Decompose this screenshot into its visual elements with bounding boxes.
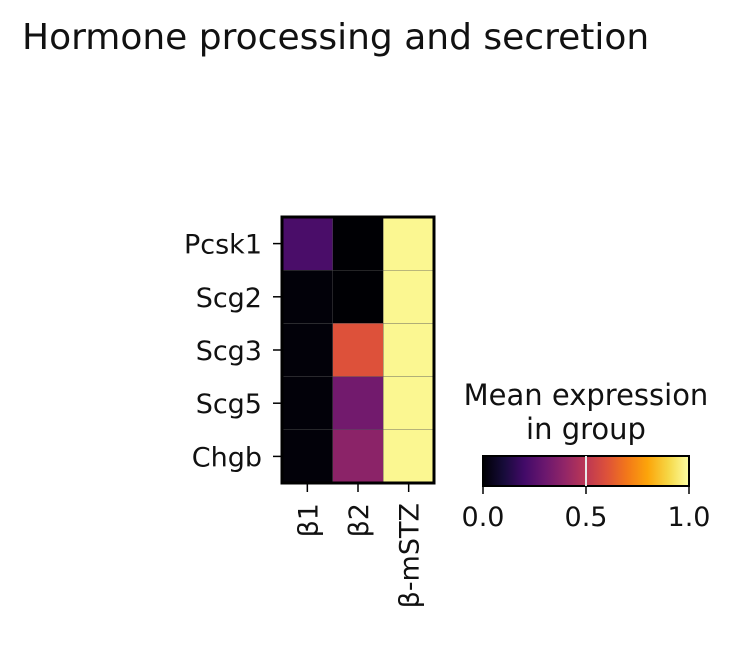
heatmap-cells	[281, 216, 435, 484]
x-tick-label-mstz: β-mSTZ	[395, 503, 426, 608]
heatmap-cell-scg5-2	[332, 376, 384, 430]
heatmap-cell-pcsk1-1	[281, 216, 333, 271]
x-tick-label-2: β2	[344, 503, 375, 537]
heatmap-cell-scg2-mstz	[383, 270, 435, 324]
x-tick-label-1: β1	[293, 503, 324, 537]
heatmap-cell-scg5-mstz	[383, 376, 435, 430]
colorbar-tick-label: 0.5	[565, 502, 608, 533]
heatmap-cell-chgb-1	[281, 429, 333, 484]
heatmap-cell-scg2-2	[332, 270, 384, 324]
colorbar-title-line1: Mean expression	[464, 378, 709, 412]
colorbar: Mean expression in group 0.0 0.5 1.0	[462, 378, 711, 533]
colorbar-title-line2: in group	[526, 412, 646, 446]
y-axis: Pcsk1 Scg2 Scg3 Scg5 Chgb	[184, 230, 282, 473]
y-tick-label-scg3: Scg3	[196, 336, 262, 367]
heatmap-cell-scg2-1	[281, 270, 333, 324]
colorbar-tick-label: 1.0	[668, 502, 711, 533]
y-tick-label-chgb: Chgb	[192, 442, 262, 473]
heatmap-cell-chgb-mstz	[383, 429, 435, 484]
heatmap-cell-scg3-2	[332, 323, 384, 377]
y-tick-label-scg5: Scg5	[196, 389, 262, 420]
y-tick-label-scg2: Scg2	[196, 283, 262, 314]
heatmap-cell-scg3-1	[281, 323, 333, 377]
colorbar-tick-label: 0.0	[462, 502, 505, 533]
x-axis: β1 β2 β-mSTZ	[293, 483, 426, 608]
heatmap-cell-pcsk1-mstz	[383, 216, 435, 271]
heatmap-cell-chgb-2	[332, 429, 384, 484]
heatmap-cell-scg3-mstz	[383, 323, 435, 377]
heatmap-cell-pcsk1-2	[332, 216, 384, 271]
y-tick-label-pcsk1: Pcsk1	[184, 230, 262, 261]
heatmap-cell-scg5-1	[281, 376, 333, 430]
chart-title: Hormone processing and secretion	[22, 17, 649, 58]
colorbar-ticks: 0.0 0.5 1.0	[462, 456, 711, 533]
